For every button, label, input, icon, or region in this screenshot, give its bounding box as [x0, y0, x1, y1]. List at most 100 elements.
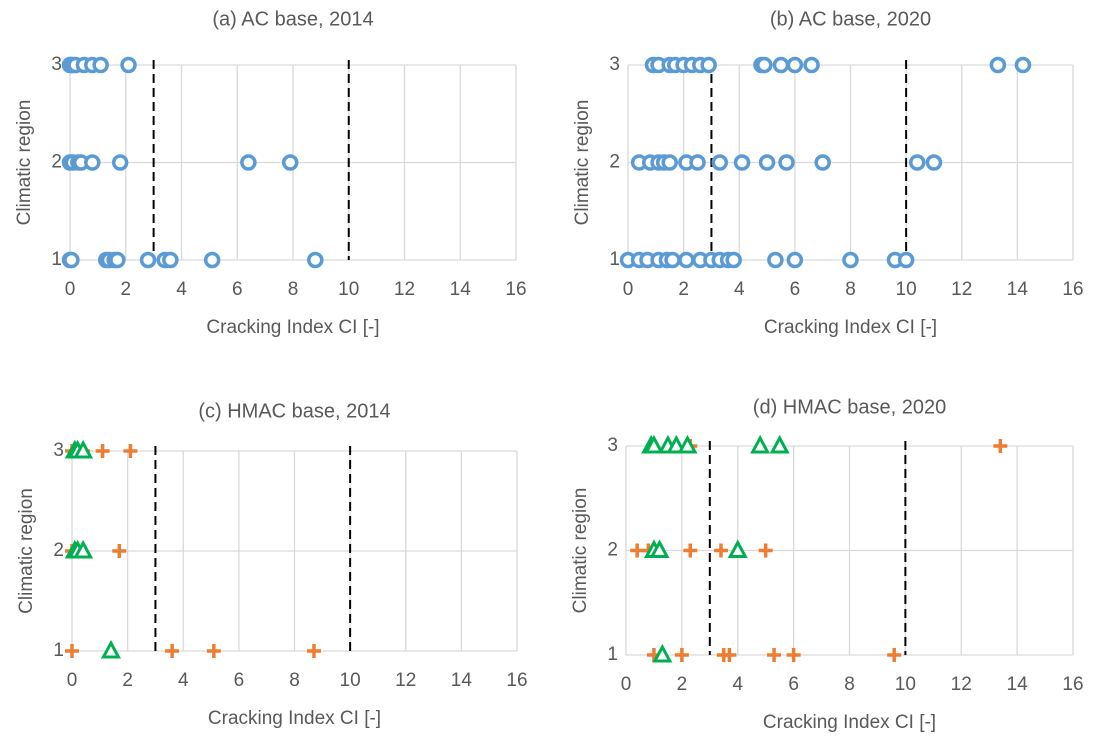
chart-title: (b) AC base, 2020 — [770, 8, 931, 30]
y-tick-label: 1 — [609, 249, 620, 270]
data-point — [73, 539, 94, 559]
data-point — [887, 648, 902, 662]
x-tick-label: 2 — [677, 674, 688, 695]
y-tick-label: 2 — [609, 152, 620, 173]
x-tick-label: 14 — [451, 670, 473, 691]
data-point — [643, 434, 664, 454]
x-tick-label: 10 — [338, 279, 359, 300]
x-tick-label: 12 — [394, 279, 415, 300]
data-point — [206, 644, 221, 658]
data-point — [281, 154, 299, 171]
x-tick-label: 12 — [951, 279, 972, 300]
data-point — [993, 439, 1008, 453]
x-tick-label: 2 — [122, 670, 133, 691]
x-tick-label: 4 — [178, 670, 189, 691]
x-tick-label: 8 — [289, 670, 300, 691]
y-tick-label: 3 — [609, 54, 620, 75]
data-point — [842, 251, 859, 269]
data-point — [897, 251, 915, 269]
y-axis-label: Climatic region — [570, 488, 591, 614]
data-point — [65, 644, 79, 658]
data-point — [713, 543, 728, 558]
x-tick-label: 14 — [1007, 674, 1029, 695]
y-axis-label: Climatic region — [14, 100, 35, 226]
data-point — [162, 251, 179, 269]
x-tick-label: 0 — [621, 674, 632, 695]
y-tick-label: 2 — [607, 540, 618, 561]
data-point — [758, 154, 776, 171]
data-point — [652, 643, 673, 663]
data-point — [786, 56, 804, 74]
x-tick-label: 6 — [790, 279, 801, 300]
data-point — [750, 434, 771, 454]
chart-title: (d) HMAC base, 2020 — [753, 396, 946, 418]
x-tick-label: 10 — [895, 674, 916, 695]
x-tick-label: 2 — [678, 279, 689, 300]
data-point — [989, 56, 1007, 74]
x-axis-label: Cracking Index CI [-] — [208, 708, 381, 729]
chart-title: (a) AC base, 2014 — [212, 8, 373, 30]
x-tick-label: 12 — [951, 674, 972, 695]
x-tick-label: 8 — [844, 674, 855, 695]
data-point — [803, 56, 820, 74]
data-point — [814, 154, 831, 171]
data-point — [772, 56, 790, 74]
data-point — [727, 539, 748, 558]
x-tick-label: 4 — [734, 279, 745, 300]
x-tick-label: 6 — [788, 674, 799, 695]
data-point — [778, 154, 795, 171]
x-tick-label: 16 — [506, 670, 527, 691]
data-point — [700, 56, 717, 74]
x-tick-label: 6 — [232, 279, 243, 300]
x-tick-label: 16 — [1062, 674, 1083, 695]
data-point — [767, 648, 782, 662]
y-tick-label: 1 — [53, 640, 64, 661]
data-point — [666, 434, 687, 454]
data-point — [120, 56, 137, 74]
data-point — [109, 251, 126, 269]
data-point — [112, 544, 127, 558]
data-point — [63, 251, 80, 269]
y-tick-label: 1 — [51, 249, 62, 270]
data-point — [756, 56, 773, 74]
y-axis-label: Climatic region — [16, 488, 37, 614]
y-tick-label: 3 — [51, 54, 62, 75]
data-point — [100, 639, 121, 659]
x-axis-label: Cracking Index CI [-] — [763, 712, 936, 733]
data-point — [683, 543, 698, 558]
data-point — [769, 434, 790, 454]
data-point — [661, 154, 678, 171]
data-point — [649, 539, 670, 558]
data-point — [203, 251, 221, 269]
data-point — [139, 251, 157, 269]
x-tick-label: 12 — [395, 670, 416, 691]
x-tick-label: 4 — [732, 674, 743, 695]
data-point — [92, 56, 109, 74]
y-tick-label: 2 — [53, 540, 64, 561]
data-point — [165, 644, 180, 658]
x-tick-label: 10 — [340, 670, 361, 691]
x-tick-label: 16 — [505, 279, 526, 300]
data-point — [95, 444, 110, 458]
data-point — [664, 251, 681, 269]
x-axis-label: Cracking Index CI [-] — [764, 317, 937, 338]
x-tick-label: 16 — [1062, 279, 1083, 300]
data-point — [84, 154, 101, 171]
y-tick-label: 1 — [607, 644, 618, 665]
x-tick-label: 10 — [896, 279, 917, 300]
y-tick-label: 2 — [51, 152, 62, 173]
data-point — [925, 154, 943, 171]
chart-title: (c) HMAC base, 2014 — [198, 400, 390, 422]
x-tick-label: 0 — [65, 279, 76, 300]
data-point — [767, 251, 784, 269]
data-point — [758, 543, 773, 558]
x-axis-label: Cracking Index CI [-] — [206, 317, 379, 338]
x-tick-label: 4 — [176, 279, 187, 300]
x-tick-label: 8 — [288, 279, 299, 300]
y-tick-label: 3 — [53, 440, 64, 461]
